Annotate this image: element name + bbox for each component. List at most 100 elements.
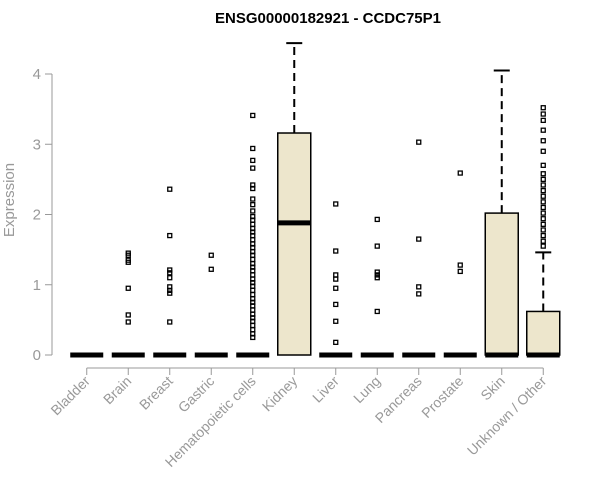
outlier-point (540, 216, 546, 222)
outlier-point (250, 112, 256, 119)
outlier-point (540, 138, 546, 144)
outlier-point (167, 232, 173, 239)
box-group (484, 69, 519, 358)
y-tick-label: 4 (33, 66, 41, 83)
outlier-point (167, 267, 173, 273)
outlier-point (540, 210, 546, 216)
outlier-point (125, 285, 131, 291)
outlier-point (540, 117, 546, 124)
outlier-point (250, 208, 256, 214)
x-tick-label: Liver (309, 373, 342, 406)
outlier-point (250, 307, 256, 313)
outlier-point (250, 261, 256, 267)
outlier-point (167, 319, 173, 325)
outlier-point (250, 256, 256, 263)
outlier-point (250, 327, 256, 333)
outlier-point (540, 193, 546, 199)
outlier-point (540, 187, 546, 194)
outlier-point (208, 252, 214, 258)
outlier-point (416, 236, 422, 242)
x-tick-label: Lung (350, 373, 383, 406)
box-group (526, 105, 561, 358)
outlier-point (250, 272, 256, 278)
outlier-point (540, 221, 546, 227)
outlier-point (250, 221, 256, 227)
outlier-point (125, 250, 131, 256)
outlier-point (250, 276, 256, 282)
outlier-point (333, 285, 339, 291)
outlier-point (416, 291, 422, 297)
outlier-point (540, 238, 546, 244)
box-group (194, 252, 228, 358)
outlier-point (250, 165, 256, 171)
box-group (277, 42, 312, 356)
outlier-point (540, 111, 546, 117)
box-body (484, 212, 519, 356)
outlier-point (250, 291, 256, 298)
outlier-point (457, 268, 463, 275)
outlier-point (374, 272, 380, 278)
y-tick-label: 1 (33, 277, 41, 294)
outlier-point (540, 148, 546, 154)
outlier-point (167, 275, 173, 281)
outlier-point (540, 127, 546, 133)
outlier-point (540, 176, 546, 183)
outlier-point (250, 157, 256, 164)
outlier-point (457, 170, 463, 176)
outlier-point (333, 272, 339, 278)
outlier-point (125, 319, 131, 325)
outlier-point (250, 145, 256, 152)
outlier-point (374, 216, 380, 223)
outlier-point (416, 284, 422, 290)
box-series (70, 42, 561, 358)
box-group (111, 250, 145, 358)
outlier-point (250, 249, 256, 255)
outlier-point (540, 243, 546, 249)
outlier-point (540, 227, 546, 233)
outlier-point (208, 266, 214, 272)
x-tick-label: Breast (136, 373, 176, 413)
outlier-point (540, 162, 546, 168)
box-group (402, 139, 436, 358)
y-tick-label: 3 (33, 136, 41, 153)
outlier-point (250, 202, 256, 208)
box-group (236, 112, 270, 358)
outlier-point (250, 182, 256, 188)
outlier-point (250, 322, 256, 329)
outlier-point (374, 275, 380, 281)
outlier-point (540, 204, 546, 211)
box-group (360, 216, 394, 358)
x-tick-label: Unknown / Other (464, 373, 550, 459)
outlier-point (125, 257, 131, 263)
outlier-point (250, 296, 256, 302)
outlier-point (250, 331, 256, 337)
box-group (319, 201, 353, 358)
outlier-point (125, 312, 131, 318)
outlier-point (540, 182, 546, 188)
box-body (526, 310, 561, 356)
outlier-point (250, 237, 256, 243)
outlier-point (457, 262, 463, 268)
y-tick-label: 0 (33, 347, 41, 364)
outlier-point (374, 243, 380, 249)
outlier-point (250, 196, 256, 202)
outlier-point (333, 318, 339, 324)
box-body (277, 132, 312, 356)
x-tick-label: Kidney (259, 373, 301, 415)
x-tick-label: Prostate (418, 373, 466, 421)
outlier-point (333, 339, 339, 346)
outlier-point (374, 308, 380, 315)
x-tick-label: Skin (477, 373, 508, 404)
box-group (153, 186, 187, 358)
outlier-point (250, 225, 256, 232)
outlier-point (167, 270, 173, 276)
outlier-point (333, 201, 339, 207)
outlier-point (250, 241, 256, 247)
x-tick-label: Brain (100, 373, 134, 407)
outlier-point (540, 199, 546, 205)
outlier-point (250, 213, 256, 220)
outlier-point (167, 186, 173, 192)
y-tick-label: 2 (33, 207, 41, 224)
outlier-point (333, 301, 339, 308)
